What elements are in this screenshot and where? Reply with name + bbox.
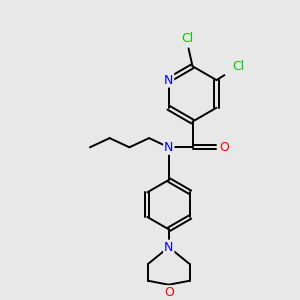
- Text: N: N: [164, 241, 173, 254]
- Text: N: N: [164, 74, 173, 87]
- Text: O: O: [219, 141, 229, 154]
- Text: Cl: Cl: [182, 32, 194, 45]
- Text: O: O: [164, 286, 174, 299]
- Text: Cl: Cl: [232, 60, 244, 73]
- Text: N: N: [164, 141, 173, 154]
